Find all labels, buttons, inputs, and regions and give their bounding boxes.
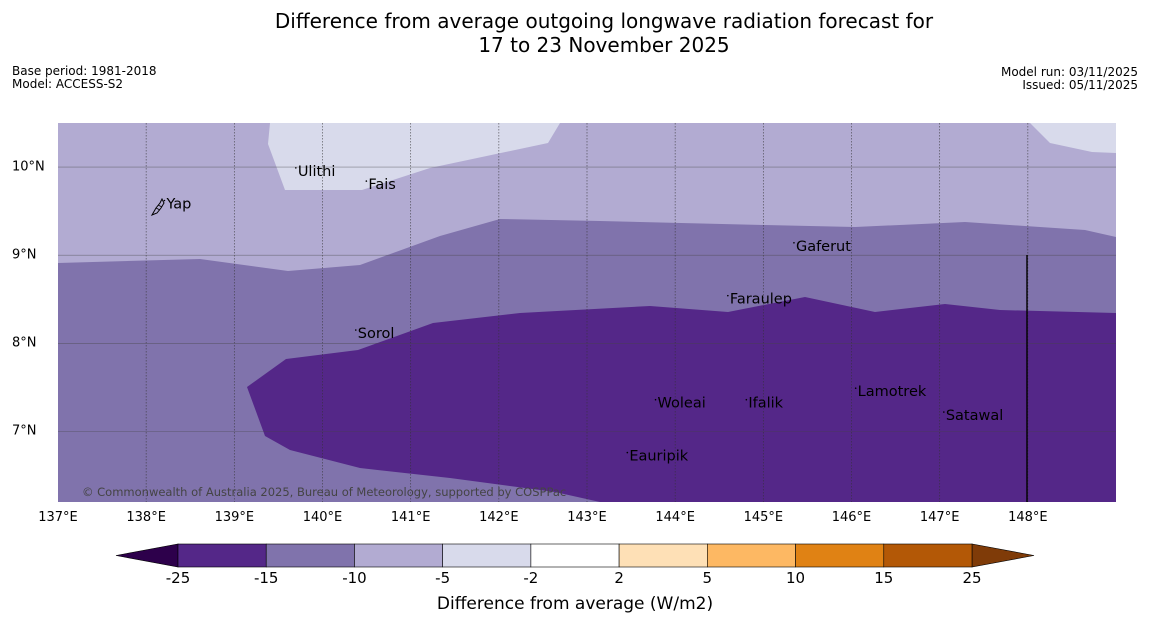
place-label-woleai: Woleai xyxy=(658,396,706,412)
place-label-ifalik: Ifalik xyxy=(748,396,783,412)
lon-label-4: 141°E xyxy=(390,510,431,525)
colorbar-tick-8: 15 xyxy=(874,569,894,587)
place-marker-4 xyxy=(727,294,729,297)
meta-left: Base period: 1981-2018 Model: ACCESS-S2 xyxy=(12,65,157,91)
colorbar-tick-9: 25 xyxy=(962,569,982,587)
place-label-fais: Fais xyxy=(368,177,395,193)
colorbar-tick-1: -15 xyxy=(253,569,279,587)
colorbar-segment-5 xyxy=(618,543,708,568)
map-title: Difference from average outgoing longwav… xyxy=(0,9,1150,57)
base-period-text: Base period: 1981-2018 xyxy=(12,64,157,78)
lon-label-9: 146°E xyxy=(831,510,872,525)
gridlines xyxy=(58,123,1116,502)
colorbar-segment-7 xyxy=(795,543,885,568)
colorbar-tick-5: 2 xyxy=(614,569,624,587)
lon-label-2: 139°E xyxy=(214,510,255,525)
colorbar-segment-1 xyxy=(265,543,355,568)
copyright-text: © Commonwealth of Australia 2025, Bureau… xyxy=(82,485,566,499)
lon-label-0: 137°E xyxy=(38,510,78,525)
model-run-text: Model run: 03/11/2025 xyxy=(1000,65,1138,79)
place-label-ulithi: Ulithi xyxy=(298,164,336,180)
place-label-sorol: Sorol xyxy=(358,326,395,342)
model-text: Model: ACCESS-S2 xyxy=(12,77,124,91)
region-lt-minus-2-east xyxy=(1030,123,1116,153)
lon-label-10: 147°E xyxy=(919,510,960,525)
colorbar-over-arrow xyxy=(971,543,1035,568)
lon-label-1: 138°E xyxy=(126,510,166,525)
place-marker-1 xyxy=(295,167,297,169)
place-label-gaferut: Gaferut xyxy=(796,239,851,255)
place-marker-8 xyxy=(745,398,748,401)
place-label-satawal: Satawal xyxy=(946,408,1003,424)
lon-label-3: 140°E xyxy=(302,510,343,525)
place-label-yap: Yap xyxy=(165,196,191,212)
yap-island-outline xyxy=(150,197,165,216)
place-label-eauripik: Eauripik xyxy=(629,449,688,465)
colorbar-under-arrow xyxy=(115,543,179,568)
lat-label-0: 10°N xyxy=(12,159,45,175)
colorbar-segment-8 xyxy=(883,543,973,568)
lon-label-6: 143°E xyxy=(567,510,607,525)
lon-label-11: 148°E xyxy=(1008,510,1048,525)
lon-label-5: 142°E xyxy=(479,510,519,525)
colorbar-tick-6: 5 xyxy=(702,569,713,587)
colorbar-tick-4: -2 xyxy=(523,569,539,587)
place-labels: Yap Ulithi Fais Gaferut Faraulep Sorol Lamotre… xyxy=(163,164,1003,465)
lon-label-8: 145°E xyxy=(743,510,784,525)
colorbar-segment-6 xyxy=(707,543,796,568)
place-label-lamotrek: Lamotrek xyxy=(858,384,927,400)
meta-right: Model run: 03/11/2025 Issued: 05/11/2025 xyxy=(1001,66,1138,92)
lat-label-2: 8°N xyxy=(12,335,37,351)
colorbar-segment-3 xyxy=(442,543,532,568)
place-label-faraulep: Faraulep xyxy=(730,292,792,308)
title-line-2: 17 to 23 November 2025 xyxy=(478,33,730,57)
colorbar-tick-2: -10 xyxy=(342,569,367,587)
colorbar-segment-2 xyxy=(354,543,443,568)
place-marker-7 xyxy=(654,398,657,401)
place-marker-6 xyxy=(854,387,857,390)
colorbar-segment-4 xyxy=(530,543,620,568)
region-lt-minus-15 xyxy=(247,297,1116,502)
colorbar-tick-0: -25 xyxy=(165,569,191,587)
lat-label-3: 7°N xyxy=(12,423,37,439)
colorbar-tick-7: 10 xyxy=(786,569,806,587)
colorbar-segment-0 xyxy=(177,543,267,568)
region-lt-minus-2-west xyxy=(268,123,560,190)
place-marker-3 xyxy=(793,242,795,244)
colorbar-tick-3: -5 xyxy=(435,569,451,587)
place-marker-2 xyxy=(365,180,368,182)
colorbar-label: Difference from average (W/m2) xyxy=(436,594,714,614)
lon-label-7: 144°E xyxy=(655,510,695,525)
place-marker-5 xyxy=(354,329,357,331)
issued-text: Issued: 05/11/2025 xyxy=(1022,78,1138,92)
place-marker-10 xyxy=(626,451,629,454)
lat-label-1: 9°N xyxy=(12,247,37,263)
place-marker-0 xyxy=(163,199,166,202)
place-marker-9 xyxy=(943,411,945,413)
title-line-1: Difference from average outgoing longwav… xyxy=(274,9,934,33)
